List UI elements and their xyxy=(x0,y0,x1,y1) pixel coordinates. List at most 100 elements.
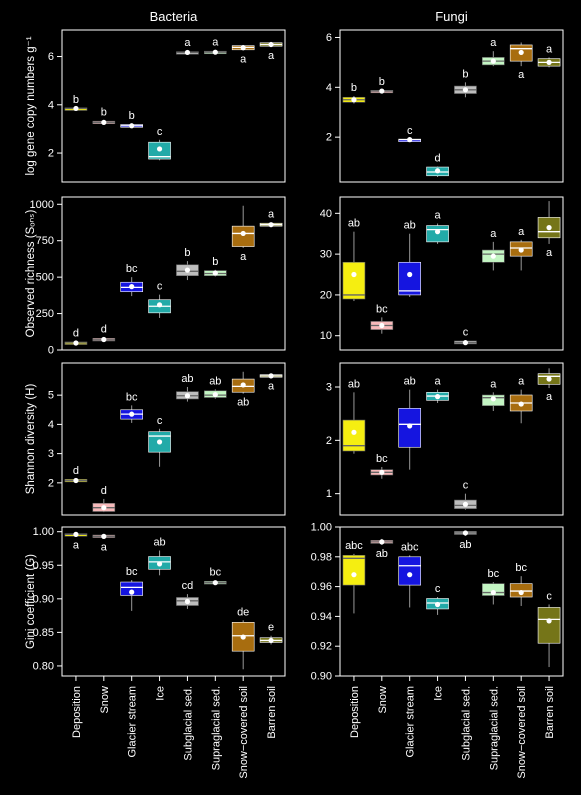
significance-letter: cd xyxy=(182,580,194,592)
significance-letter: a xyxy=(435,210,442,222)
mean-dot xyxy=(268,637,274,644)
y-tick-label: 0.98 xyxy=(311,551,332,563)
significance-letter: b xyxy=(129,110,135,122)
mean-dot xyxy=(129,411,135,417)
y-tick-label: 4 xyxy=(326,82,332,94)
y-tick-label: 1000 xyxy=(30,199,54,211)
box-6: a xyxy=(231,44,255,66)
box-5: bc xyxy=(482,568,505,605)
y-axis-label: log gene copy numbers g⁻¹ xyxy=(25,36,37,175)
significance-letter: de xyxy=(237,606,249,618)
mean-dot xyxy=(518,49,524,56)
significance-letter: bc xyxy=(376,303,388,315)
box-0: ab xyxy=(342,218,366,302)
mean-dot xyxy=(462,87,469,93)
mean-dot xyxy=(156,439,163,445)
plot-frame xyxy=(339,29,564,183)
significance-letter: bc xyxy=(210,567,222,579)
mean-dot xyxy=(129,284,135,290)
mean-dot xyxy=(490,253,496,259)
x-category-label: Snow−covered soil xyxy=(238,686,250,779)
box-6: a xyxy=(509,376,533,424)
box-5: a xyxy=(482,378,505,411)
x-category-label: Deposition xyxy=(349,686,361,738)
panel-bacteria-shannon: 2 3 4 5 Shannon diversity (H) d d bc c ab ab ab a xyxy=(25,362,286,516)
x-category-label: Supraglacial sed. xyxy=(488,686,500,770)
mean-dot xyxy=(129,589,135,595)
box-body xyxy=(342,261,366,300)
significance-letter: d xyxy=(101,485,107,497)
y-axis-label: Shannon diversity (H) xyxy=(25,384,37,495)
significance-letter: b xyxy=(184,247,190,259)
significance-letter: ab xyxy=(348,378,360,390)
x-category-label: Barren soil xyxy=(266,686,278,739)
significance-letter: a xyxy=(546,43,553,55)
y-tick-label: 2 xyxy=(326,132,332,144)
box-3: c xyxy=(426,583,449,615)
significance-letter: d xyxy=(435,153,441,165)
box-7: e xyxy=(259,622,283,645)
box-5: a xyxy=(482,37,505,67)
box-6: de xyxy=(231,606,255,670)
significance-letter: c xyxy=(157,281,163,293)
mean-dot xyxy=(156,146,163,152)
significance-letter: ab xyxy=(459,539,471,551)
significance-letter: a xyxy=(268,209,275,221)
box-2: bc xyxy=(120,391,143,423)
panel-bacteria-gini: 0.80 0.85 0.90 0.95 1.00 Gini coefficient (G)… xyxy=(25,526,286,779)
y-tick-label: 500 xyxy=(36,272,54,284)
y-axis-label: Observed richness (Sₒₙₛ) xyxy=(25,210,37,338)
mean-dot xyxy=(546,618,552,624)
box-6: ab xyxy=(231,371,255,409)
mean-dot xyxy=(156,561,163,567)
significance-letter: ab xyxy=(404,376,416,388)
mean-dot xyxy=(73,477,79,484)
box-4: c xyxy=(454,480,477,510)
mean-dot xyxy=(240,634,246,640)
x-category-label: Subglacial sed. xyxy=(460,686,472,761)
y-tick-label: 0 xyxy=(48,345,54,357)
significance-letter: a xyxy=(490,378,497,390)
mean-dot xyxy=(351,572,357,578)
y-tick-label: 4 xyxy=(48,419,54,431)
significance-letter: c xyxy=(157,415,163,427)
plot-frame xyxy=(61,29,286,183)
y-tick-label: 0.85 xyxy=(33,627,54,639)
significance-letter: c xyxy=(407,125,413,137)
box-4: ab xyxy=(454,530,477,551)
significance-letter: a xyxy=(184,37,191,49)
significance-letter: b xyxy=(73,94,79,106)
y-tick-label: 0.94 xyxy=(311,611,332,623)
mean-dot xyxy=(462,340,469,346)
mean-dot xyxy=(546,225,552,231)
box-1: a xyxy=(92,533,116,553)
box-7: a xyxy=(259,209,283,228)
significance-letter: ab xyxy=(404,220,416,232)
significance-letter: bc xyxy=(515,562,527,574)
box-7: a xyxy=(537,201,561,259)
significance-letter: d xyxy=(101,324,107,336)
panel-title: Fungi xyxy=(435,9,468,24)
plot-frame xyxy=(61,526,286,677)
mean-dot xyxy=(518,401,524,407)
panel-fungi-gene-copies: 2 4 6 Fungi b b c d b a a a xyxy=(326,9,564,183)
box-5: b xyxy=(204,256,227,277)
panel-fungi-richness: 10 20 30 40 ab bc ab a c a a a xyxy=(320,196,564,351)
mean-dot xyxy=(101,119,107,126)
significance-letter: b xyxy=(379,76,385,88)
box-5: a xyxy=(204,37,227,55)
box-2: b xyxy=(120,110,143,129)
mean-dot xyxy=(101,336,107,343)
box-0: d xyxy=(64,465,88,484)
mean-dot xyxy=(379,88,385,94)
box-1: b xyxy=(92,106,116,126)
mean-dot xyxy=(379,539,385,545)
significance-letter: a xyxy=(240,54,247,66)
significance-letter: bc xyxy=(126,391,138,403)
box-5: a xyxy=(482,228,505,271)
mean-dot xyxy=(240,382,246,388)
significance-letter: abc xyxy=(345,540,363,552)
box-1: bc xyxy=(370,303,394,334)
y-axis-label: Gini coefficient (G) xyxy=(25,554,37,649)
